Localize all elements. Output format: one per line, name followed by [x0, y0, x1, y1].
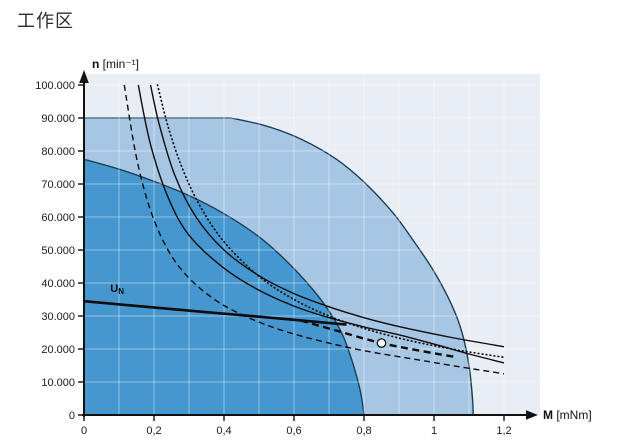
operating-point-marker — [376, 338, 387, 348]
series-label-un-voltage-line: UN — [110, 283, 124, 296]
continuous-operation-region — [83, 158, 365, 416]
x-tick-label: 0,8 — [356, 425, 371, 437]
limit-curve-solid-inner — [137, 84, 505, 364]
x-tick-label: 0 — [81, 425, 87, 437]
y-tick-label: 40.000 — [41, 278, 75, 290]
x-tick-label: 1,2 — [496, 425, 511, 437]
y-tick-label: 60.000 — [41, 212, 75, 224]
y-axis-label: n [min⁻¹] — [92, 57, 139, 71]
y-tick-label: 70.000 — [41, 179, 75, 191]
x-axis-arrow — [526, 410, 538, 420]
y-tick-label: 20.000 — [41, 344, 75, 356]
x-axis-label: M [mNm] — [543, 408, 592, 422]
y-tick-label: 30.000 — [41, 311, 75, 323]
limit-curve-dashed — [123, 84, 505, 375]
un-voltage-line — [83, 299, 347, 326]
x-tick-label: 0,4 — [216, 425, 231, 437]
y-axis-arrow — [79, 70, 89, 83]
y-tick-label: 90.000 — [41, 113, 75, 125]
x-tick-label: 0,2 — [146, 425, 161, 437]
page-title: 工作区 — [17, 11, 74, 31]
x-tick-label: 1 — [431, 425, 437, 437]
y-tick-label: 100.000 — [35, 80, 75, 92]
y-tick-label: 50.000 — [41, 245, 75, 257]
limit-curve-solid-outer — [149, 84, 505, 348]
x-tick-label: 0,6 — [286, 425, 301, 437]
y-tick-label: 10.000 — [41, 377, 75, 389]
y-tick-label: 80.000 — [41, 146, 75, 158]
y-tick-label: 0 — [69, 410, 75, 422]
